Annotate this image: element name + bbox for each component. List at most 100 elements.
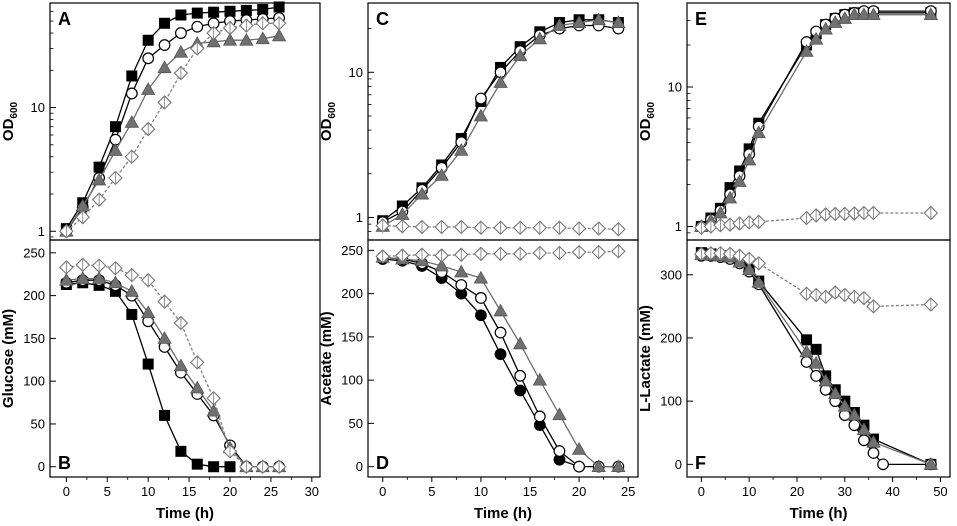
data-point <box>611 15 626 28</box>
data-point <box>434 258 449 272</box>
y-tick-label: 100 <box>341 373 363 388</box>
series-diamond-open <box>59 15 287 239</box>
panel-a: 1 10 OD600 A <box>0 1 321 241</box>
data-point <box>224 5 236 17</box>
data-point <box>191 7 203 19</box>
y-tick-label: 100 <box>660 394 682 409</box>
y-axis-label-subscript: 600 <box>9 101 20 118</box>
data-point <box>571 15 587 28</box>
plot-frame <box>49 239 321 478</box>
y-axis-label: Glucose (mM) <box>0 309 17 408</box>
y-tick-label: 300 <box>660 267 682 282</box>
data-point <box>799 44 814 57</box>
x-tick-label: 10 <box>141 484 155 499</box>
data-point <box>173 358 189 372</box>
data-point <box>847 407 862 421</box>
x-axis-label: Time (h) <box>789 505 847 522</box>
data-point <box>175 445 187 457</box>
y-axis-label-subscript: 600 <box>327 101 338 118</box>
series-triangle-gray <box>59 271 287 473</box>
data-point <box>837 11 852 24</box>
data-point <box>923 457 939 470</box>
x-tick-label: 50 <box>933 484 947 499</box>
y-tick-label: 0 <box>38 459 45 474</box>
y-tick-label: 250 <box>23 245 45 260</box>
series-diamond-open <box>694 245 939 314</box>
y-tick-label: 150 <box>23 331 45 346</box>
data-point <box>571 442 587 455</box>
y-tick-label: 0 <box>356 459 363 474</box>
y-tick-label: 200 <box>660 330 682 345</box>
data-point <box>473 108 489 122</box>
data-point <box>573 460 585 473</box>
panel-label: C <box>376 9 389 29</box>
data-point <box>125 87 138 100</box>
y-tick-label: 10 <box>349 65 363 80</box>
x-tick-label: 0 <box>698 484 705 499</box>
data-point <box>190 380 205 394</box>
data-point <box>867 447 880 459</box>
data-point <box>159 17 171 29</box>
x-tick-label: 20 <box>572 484 586 499</box>
data-point <box>552 407 567 421</box>
data-point <box>108 143 123 156</box>
data-point <box>810 369 823 382</box>
series-line <box>701 253 932 466</box>
data-point <box>59 272 74 286</box>
series-line <box>66 279 280 468</box>
data-point <box>273 1 285 13</box>
y-tick-label: 150 <box>341 329 363 344</box>
data-point <box>533 410 546 423</box>
data-point <box>818 21 833 35</box>
data-point <box>108 275 123 289</box>
series-triangle-gray <box>694 7 939 232</box>
panel-label: D <box>376 453 389 473</box>
data-point <box>157 60 172 74</box>
panel-c: 1 10 OD600 C <box>318 2 639 241</box>
data-point <box>239 32 254 46</box>
data-point <box>142 358 154 370</box>
data-point <box>414 186 430 200</box>
x-tick-label: 0 <box>379 484 386 499</box>
y-axis-label: OD600 <box>318 101 338 141</box>
data-point <box>877 458 889 471</box>
data-point <box>454 143 469 156</box>
data-point <box>455 279 468 291</box>
series-circle-open <box>60 12 285 238</box>
data-point <box>808 355 824 369</box>
panel-d: 0 50 100 150 200 250 0 5 10 15 20 25 Time (h) Acetate… <box>318 239 639 522</box>
data-point <box>454 264 469 278</box>
y-tick-label: 50 <box>349 416 363 431</box>
y-tick-label: 100 <box>23 374 45 389</box>
data-point <box>126 308 138 320</box>
data-point <box>923 7 939 21</box>
y-axis-label-subscript: 600 <box>646 101 657 118</box>
y-tick-label: 200 <box>341 286 363 301</box>
y-tick-label: 250 <box>341 243 363 258</box>
y-tick-label: 1 <box>38 224 45 239</box>
data-point <box>751 275 766 288</box>
panel-label: E <box>695 9 707 29</box>
series-line <box>66 264 280 468</box>
data-point <box>512 336 528 350</box>
series-diamond-open <box>694 205 939 235</box>
data-point <box>75 271 90 284</box>
data-point <box>206 34 221 48</box>
data-point <box>818 373 833 387</box>
series-diamond-open <box>375 243 626 264</box>
data-point <box>124 114 140 128</box>
x-tick-label: 20 <box>790 484 804 499</box>
data-point <box>847 7 862 21</box>
series-line <box>382 256 619 468</box>
data-point <box>91 271 107 284</box>
data-point <box>222 32 238 46</box>
data-point <box>475 92 487 105</box>
x-axis-label: Time (h) <box>474 505 532 522</box>
x-tick-label: 0 <box>63 484 70 499</box>
plot-frame <box>367 239 639 478</box>
y-axis-label: Acetate (mM) <box>318 311 335 405</box>
series-triangle-gray <box>694 247 939 470</box>
data-point <box>722 190 738 204</box>
data-point <box>532 31 548 45</box>
